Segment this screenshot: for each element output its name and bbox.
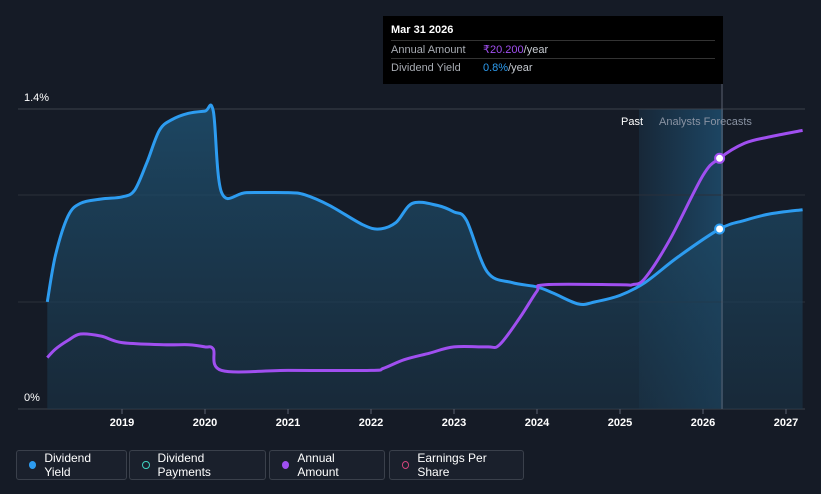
legend-earnings-per-share[interactable]: Earnings Per Share <box>389 450 524 480</box>
x-tick-label: 2020 <box>193 417 217 429</box>
x-tick-label: 2024 <box>525 417 550 429</box>
y-label-bottom: 0% <box>24 392 40 404</box>
legend-annual-amount[interactable]: Annual Amount <box>269 450 385 480</box>
x-tick-label: 2023 <box>442 417 466 429</box>
x-tick-label: 2025 <box>608 417 632 429</box>
dividend-chart: 1.4% 0% Past Analysts Forecasts 2019 2020… <box>18 16 805 429</box>
tooltip-value: 0.8%/year <box>483 62 533 74</box>
filled-dot-icon <box>282 461 290 469</box>
x-tick-label: 2019 <box>110 417 134 429</box>
legend-label: Dividend Payments <box>157 451 211 479</box>
y-label-top: 1.4% <box>24 92 49 104</box>
x-tick-label: 2026 <box>691 417 715 429</box>
dividend-yield-marker[interactable] <box>714 223 726 235</box>
legend-label: Dividend Yield <box>44 451 92 479</box>
tooltip: Mar 31 2026 Annual Amount ₹20.200/year D… <box>383 16 723 84</box>
dividend-yield-line <box>45 103 803 306</box>
tooltip-label: Annual Amount <box>391 44 466 56</box>
filled-dot-icon <box>29 461 37 469</box>
legend-dividend-yield[interactable]: Dividend Yield <box>16 450 127 480</box>
tooltip-date: Mar 31 2026 <box>391 24 454 36</box>
tooltip-row-annual-amount: Annual Amount ₹20.200/year <box>391 40 715 59</box>
tooltip-row-dividend-yield: Dividend Yield 0.8%/year <box>391 58 715 77</box>
forecast-label: Analysts Forecasts <box>659 116 752 128</box>
annual-amount-line <box>46 128 803 374</box>
tooltip-label: Dividend Yield <box>391 62 461 74</box>
hollow-dot-icon <box>402 461 410 469</box>
hollow-dot-icon <box>142 461 150 469</box>
annual-amount-marker[interactable] <box>714 152 726 164</box>
x-tick-label: 2022 <box>359 417 383 429</box>
legend-label: Annual Amount <box>297 451 339 479</box>
legend-label: Earnings Per Share <box>417 451 487 479</box>
legend-dividend-payments[interactable]: Dividend Payments <box>129 450 266 480</box>
x-tick-label: 2021 <box>276 417 300 429</box>
dividend-yield-area <box>47 105 803 409</box>
tooltip-value: ₹20.200/year <box>483 44 549 56</box>
past-label: Past <box>621 116 643 128</box>
x-tick-label: 2027 <box>774 417 798 429</box>
